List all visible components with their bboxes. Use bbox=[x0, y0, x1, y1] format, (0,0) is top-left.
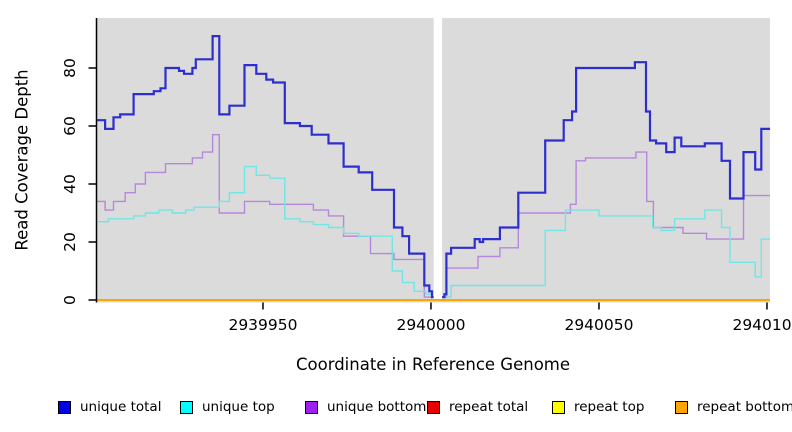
series-line-unique-top bbox=[442, 209, 770, 298]
legend-label: repeat bottom bbox=[697, 399, 792, 415]
legend-item-repeat-total: repeat total bbox=[427, 398, 528, 416]
legend-swatch-unique-total-icon bbox=[58, 400, 71, 414]
series-line-unique-top bbox=[97, 165, 434, 298]
y-tick-label: 60 bbox=[61, 116, 79, 136]
y-tick-label: 20 bbox=[61, 232, 79, 252]
x-tick-label: 2940000 bbox=[396, 316, 465, 334]
y-tick-label: 80 bbox=[61, 58, 79, 78]
legend-item-unique-top: unique top bbox=[180, 398, 275, 416]
x-tick-label: 2940050 bbox=[564, 316, 633, 334]
legend-item-unique-bottom: unique bottom bbox=[305, 398, 426, 416]
legend-item-repeat-bottom: repeat bottom bbox=[675, 398, 792, 416]
y-axis-title: Read Coverage Depth bbox=[12, 69, 32, 251]
legend-label: unique total bbox=[80, 399, 162, 415]
series-line-unique-total bbox=[97, 35, 434, 299]
series-line-unique-bottom bbox=[442, 151, 770, 298]
legend-swatch-repeat-top-icon bbox=[552, 400, 565, 414]
legend-swatch-unique-top-icon bbox=[180, 400, 193, 414]
x-tick-label: 2940100 bbox=[732, 316, 792, 334]
legend-item-unique-total: unique total bbox=[58, 398, 161, 416]
legend-label: repeat total bbox=[449, 399, 529, 415]
coverage-gap-band bbox=[433, 18, 443, 299]
legend-label: repeat top bbox=[574, 399, 645, 415]
y-tick-label: 0 bbox=[61, 295, 79, 305]
legend-label: unique bottom bbox=[327, 399, 427, 415]
legend-swatch-unique-bottom-icon bbox=[305, 400, 318, 414]
legend-label: unique top bbox=[202, 399, 275, 415]
legend: unique total unique top unique bottom re… bbox=[0, 398, 792, 422]
plot-background bbox=[97, 18, 770, 303]
legend-item-repeat-top: repeat top bbox=[552, 398, 644, 416]
x-axis-title: Coordinate in Reference Genome bbox=[295, 355, 571, 374]
y-tick-label: 40 bbox=[61, 174, 79, 194]
x-tick-label: 2939950 bbox=[228, 316, 297, 334]
series-line-unique-total bbox=[442, 61, 770, 299]
legend-swatch-repeat-total-icon bbox=[427, 400, 440, 414]
legend-swatch-repeat-bottom-icon bbox=[675, 400, 688, 414]
